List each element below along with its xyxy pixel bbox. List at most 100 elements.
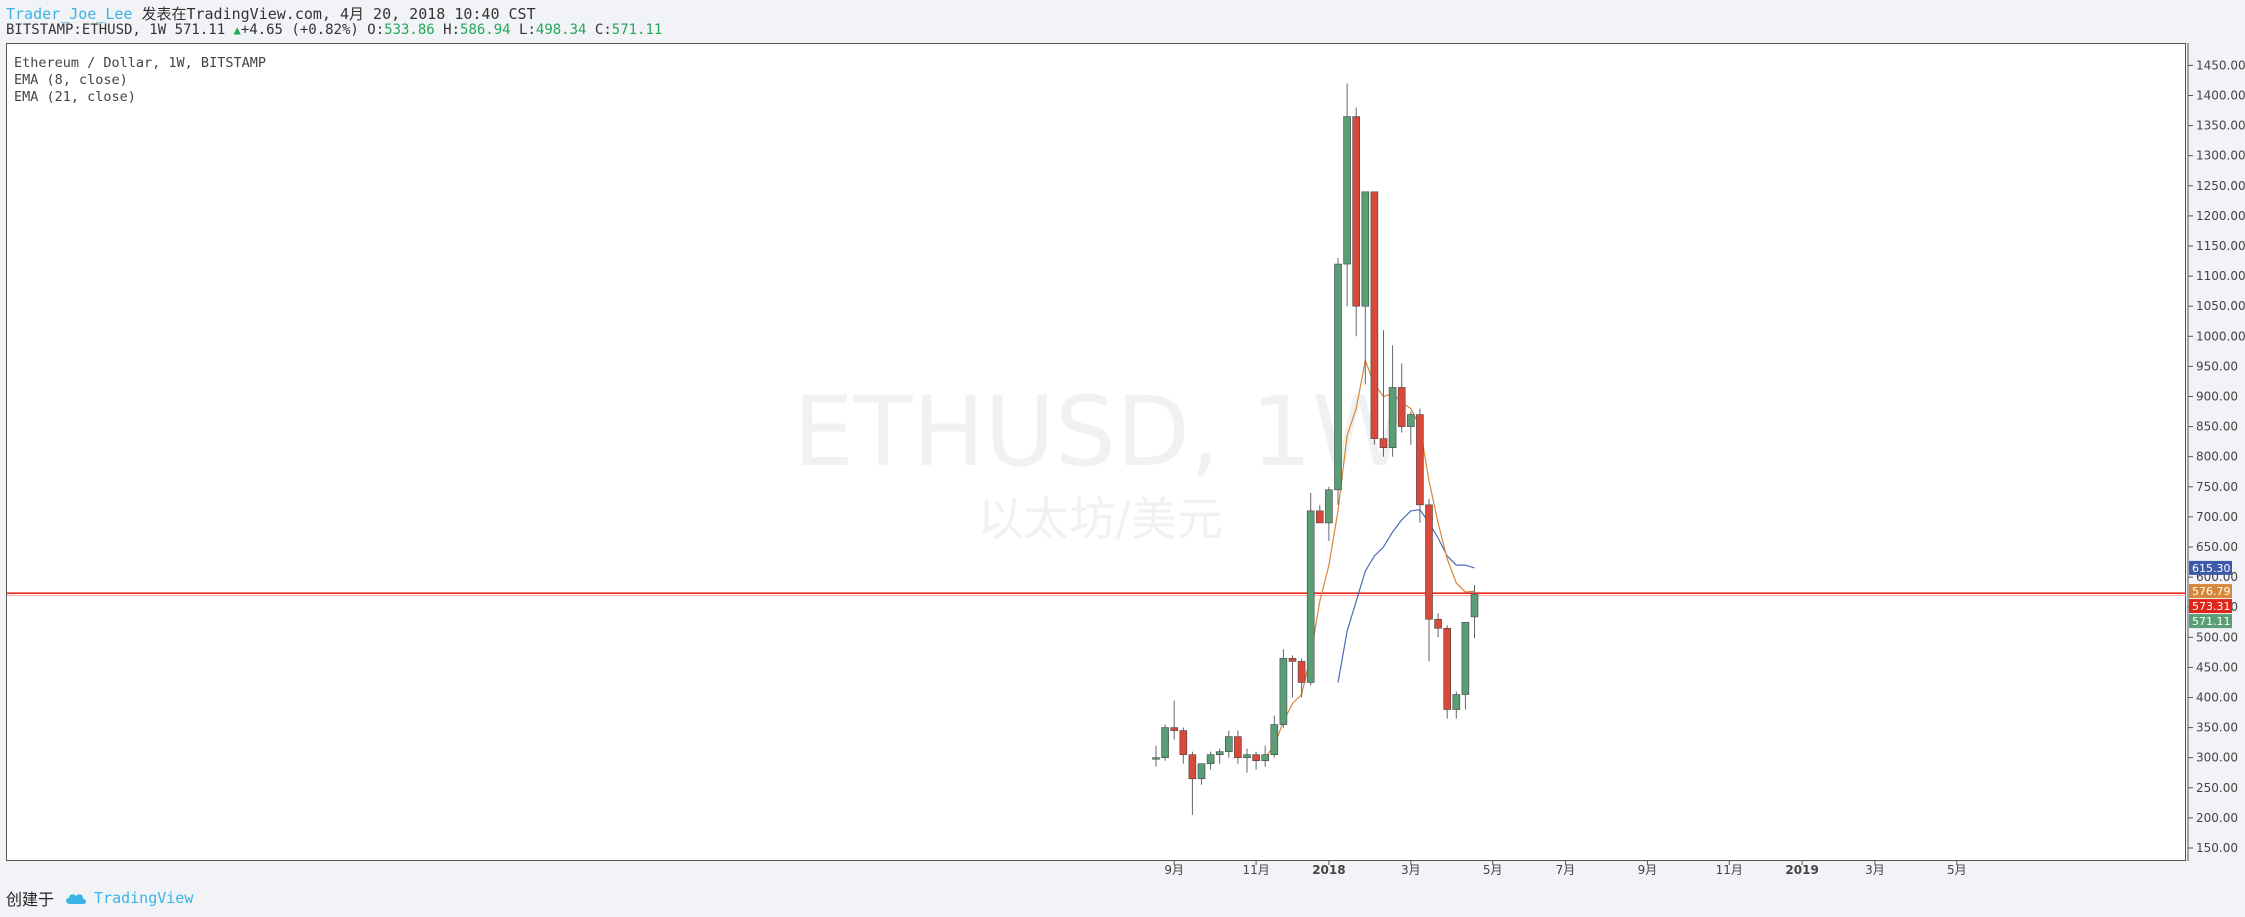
price-label-box bbox=[2189, 584, 2232, 599]
x-tick-label: 3月 bbox=[1865, 863, 1885, 877]
x-tick-label: 5月 bbox=[1947, 863, 1967, 877]
time-axis[interactable]: 9月 11月 2018 3月 5月 7月 9月 11月 2019 3月 5月 bbox=[1164, 861, 1967, 877]
y-tick-label: 1200.00 bbox=[2196, 209, 2245, 223]
candle-down bbox=[1297, 661, 1306, 683]
candle-up bbox=[1343, 116, 1351, 265]
candle-up bbox=[1161, 727, 1169, 758]
ema21-layer bbox=[1337, 509, 1475, 683]
candle-up bbox=[1206, 754, 1215, 765]
y-tick-label: 200.00 bbox=[2196, 811, 2238, 825]
price-labels: 615.30 576.79 573.31 571.11 bbox=[2189, 560, 2232, 629]
price-label-text: 573.31 bbox=[2192, 600, 2231, 613]
change-label: +4.65 (+0.82%) bbox=[240, 22, 359, 38]
x-tick-label: 9月 bbox=[1164, 863, 1184, 877]
close-label: C: bbox=[594, 22, 612, 38]
candle-up bbox=[1407, 414, 1415, 427]
symbol-label: BITSTAMP:ETHUSD, 1W 571.11 bbox=[6, 22, 226, 38]
candles-layer bbox=[1152, 83, 1479, 815]
y-tick-label: 1150.00 bbox=[2196, 239, 2245, 253]
open-label: O: bbox=[367, 22, 385, 38]
y-tick-label: 650.00 bbox=[2196, 540, 2238, 554]
tradingview-label: TradingView bbox=[94, 889, 194, 907]
open-value: 533.86 bbox=[384, 22, 435, 38]
x-tick-label: 7月 bbox=[1556, 863, 1576, 877]
candle-down bbox=[1425, 504, 1433, 620]
price-axis[interactable]: 150.00 200.00 250.00 300.00 350.00 400.00 450.… bbox=[2187, 43, 2245, 861]
candle-up bbox=[1152, 757, 1160, 760]
y-tick-label: 350.00 bbox=[2196, 721, 2238, 735]
candle-down bbox=[1397, 387, 1406, 427]
y-tick-label: 300.00 bbox=[2196, 751, 2238, 765]
y-tick-label: 1250.00 bbox=[2196, 179, 2245, 193]
x-tick-label: 9月 bbox=[1638, 863, 1658, 877]
tradingview-link[interactable]: TradingView bbox=[64, 889, 193, 907]
candle-down bbox=[1234, 736, 1242, 759]
y-tick-label: 400.00 bbox=[2196, 691, 2238, 705]
y-tick-label: 750.00 bbox=[2196, 480, 2238, 494]
candle-up bbox=[1243, 754, 1251, 759]
footer: 创建于 TradingView bbox=[6, 886, 193, 910]
y-tick-label: 1350.00 bbox=[2196, 119, 2245, 133]
candle-up bbox=[1279, 658, 1288, 725]
candle-up bbox=[1361, 191, 1370, 307]
y-tick-label: 1400.00 bbox=[2196, 89, 2245, 103]
y-tick-label: 500.00 bbox=[2196, 630, 2238, 644]
price-label-box bbox=[2189, 599, 2232, 614]
candle-up bbox=[1225, 736, 1233, 752]
y-tick-label: 950.00 bbox=[2196, 359, 2238, 373]
candle-up bbox=[1215, 751, 1224, 755]
y-tick-label: 1300.00 bbox=[2196, 149, 2245, 163]
horizontal-line-layer bbox=[7, 592, 2186, 597]
y-tick-label: 1050.00 bbox=[2196, 299, 2245, 313]
x-tick-label: 11月 bbox=[1242, 863, 1269, 877]
ohlc-line: BITSTAMP:ETHUSD, 1W 571.11 ▲+4.65 (+0.82… bbox=[6, 22, 662, 38]
candle-down bbox=[1434, 618, 1442, 629]
chart-frame[interactable] bbox=[6, 43, 2186, 861]
legend-ema21: EMA (21, close) bbox=[14, 89, 136, 105]
candle-up bbox=[1461, 621, 1470, 695]
y-tick-label: 900.00 bbox=[2196, 390, 2238, 404]
candle-down bbox=[1179, 730, 1188, 755]
candle-down bbox=[1352, 116, 1360, 307]
up-arrow-icon: ▲ bbox=[233, 23, 241, 37]
candle-down bbox=[1370, 191, 1379, 439]
x-tick-label: 11月 bbox=[1716, 863, 1743, 877]
candle-up bbox=[1470, 594, 1479, 618]
watermark-symbol: ETHUSD, 1W bbox=[793, 376, 1407, 488]
candle-up bbox=[1306, 510, 1315, 683]
candle-up bbox=[1325, 489, 1333, 524]
chart-legend: Ethereum / Dollar, 1W, BITSTAMP EMA (8, … bbox=[14, 55, 266, 106]
price-label-box bbox=[2189, 560, 2232, 575]
price-label-text: 615.30 bbox=[2192, 562, 2231, 575]
y-tick-label: 850.00 bbox=[2196, 420, 2238, 434]
publish-line: Trader_Joe_Lee 发表在TradingView.com, 4月 20… bbox=[6, 3, 536, 24]
y-tick-label: 250.00 bbox=[2196, 781, 2238, 795]
author-link[interactable]: Trader_Joe_Lee bbox=[6, 5, 133, 23]
price-label-box bbox=[2189, 614, 2232, 629]
candle-down bbox=[1188, 754, 1197, 780]
x-tick-label: 3月 bbox=[1401, 863, 1421, 877]
x-tick-label: 5月 bbox=[1483, 863, 1503, 877]
candle-up bbox=[1388, 387, 1397, 448]
created-label: 创建于 bbox=[6, 890, 55, 909]
y-tick-label: 1450.00 bbox=[2196, 58, 2245, 72]
candle-up bbox=[1197, 763, 1206, 780]
legend-symbol: Ethereum / Dollar, 1W, BITSTAMP bbox=[14, 55, 266, 71]
candle-down bbox=[1443, 627, 1451, 710]
candle-down bbox=[1288, 658, 1297, 662]
candle-up bbox=[1334, 263, 1342, 491]
high-label: H: bbox=[443, 22, 461, 38]
candle-down bbox=[1252, 754, 1260, 762]
y-tick-label: 1000.00 bbox=[2196, 329, 2245, 343]
candle-down bbox=[1170, 727, 1178, 731]
candle-down bbox=[1379, 438, 1388, 448]
candle-down bbox=[1316, 510, 1324, 524]
watermark-name: 以太坊/美元 bbox=[977, 492, 1223, 546]
y-tick-label: 700.00 bbox=[2196, 510, 2238, 524]
price-label-text: 576.79 bbox=[2192, 585, 2231, 598]
y-tick-label: 450.00 bbox=[2196, 660, 2238, 674]
low-label: L: bbox=[519, 22, 536, 38]
candle-up bbox=[1261, 754, 1269, 762]
candle-down bbox=[1416, 414, 1424, 506]
